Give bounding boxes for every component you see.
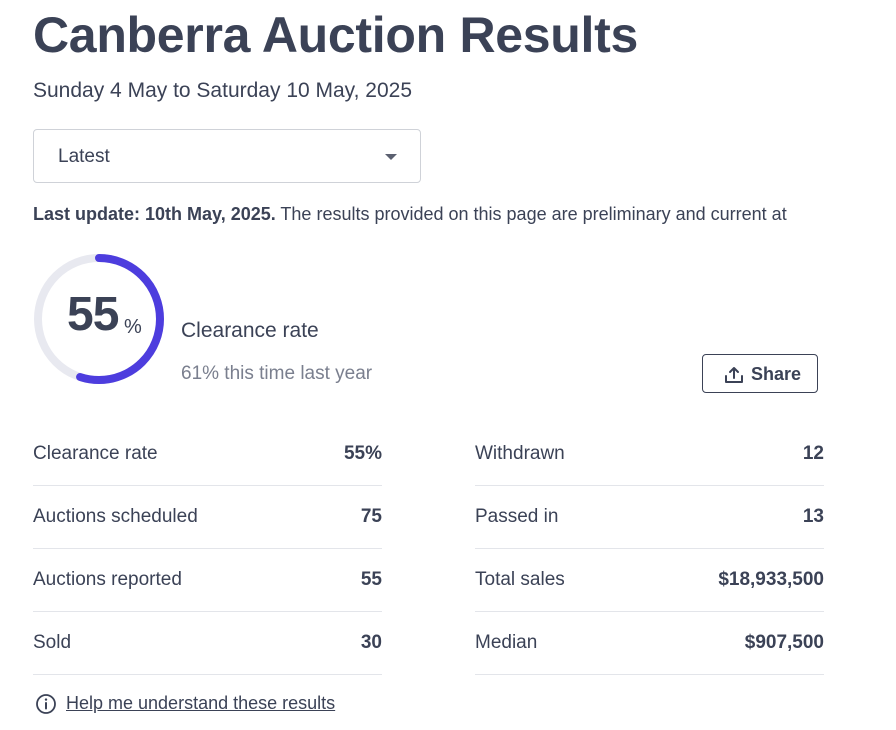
clearance-gauge: 55 % [33, 253, 165, 385]
stat-row: Sold 30 [33, 612, 382, 675]
stat-label: Clearance rate [33, 443, 158, 464]
stat-row: Total sales $18,933,500 [475, 549, 824, 612]
stat-value: $907,500 [744, 632, 824, 653]
help-understand-link[interactable]: Help me understand these results [66, 693, 336, 713]
clearance-value: 55 [67, 288, 119, 341]
stat-row: Clearance rate 55% [33, 423, 382, 486]
stat-row: Auctions reported 55 [33, 549, 382, 612]
stat-row: Withdrawn 12 [475, 423, 824, 486]
caret-down-icon [385, 154, 397, 160]
share-label: Share [751, 364, 802, 384]
stats-table-right: Withdrawn 12 Passed in 13 Total sales $1… [475, 423, 824, 675]
share-button[interactable]: Share [702, 354, 818, 393]
stat-label: Auctions reported [33, 569, 182, 590]
clearance-ring [34, 254, 164, 384]
last-update-date: Last update: 10th May, 2025. [33, 204, 276, 224]
period-select[interactable]: Latest [33, 129, 421, 183]
period-select-value: Latest [58, 146, 110, 167]
page-title: Canberra Auction Results [33, 7, 638, 63]
stat-label: Total sales [475, 569, 565, 590]
stat-value: 55% [343, 443, 382, 464]
stats-table-left: Clearance rate 55% Auctions scheduled 75… [33, 423, 382, 675]
date-range: Sunday 4 May to Saturday 10 May, 2025 [33, 79, 413, 102]
last-update-text: The results provided on this page are pr… [275, 204, 787, 224]
gauge-progress-arc [34, 254, 164, 384]
info-icon [35, 693, 57, 720]
stat-label: Auctions scheduled [33, 506, 198, 527]
stat-value: 30 [360, 632, 382, 653]
stat-label: Sold [33, 632, 72, 653]
stat-label: Median [475, 632, 538, 653]
stat-value: 75 [360, 506, 382, 527]
share-upload-icon [724, 365, 744, 390]
stat-value: $18,933,500 [718, 569, 824, 590]
clearance-unit: % [124, 316, 142, 338]
stat-row: Median $907,500 [475, 612, 824, 675]
clearance-comparison: 61% this time last year [181, 363, 373, 384]
stat-value: 55 [360, 569, 382, 590]
stat-label: Passed in [475, 506, 559, 527]
last-update-notice: Last update: 10th May, 2025. The results… [33, 204, 787, 225]
clearance-rate-label: Clearance rate [181, 319, 319, 342]
stat-row: Passed in 13 [475, 486, 824, 549]
stat-row: Auctions scheduled 75 [33, 486, 382, 549]
stat-value: 12 [802, 443, 824, 464]
stat-label: Withdrawn [475, 443, 565, 464]
stat-value: 13 [802, 506, 824, 527]
